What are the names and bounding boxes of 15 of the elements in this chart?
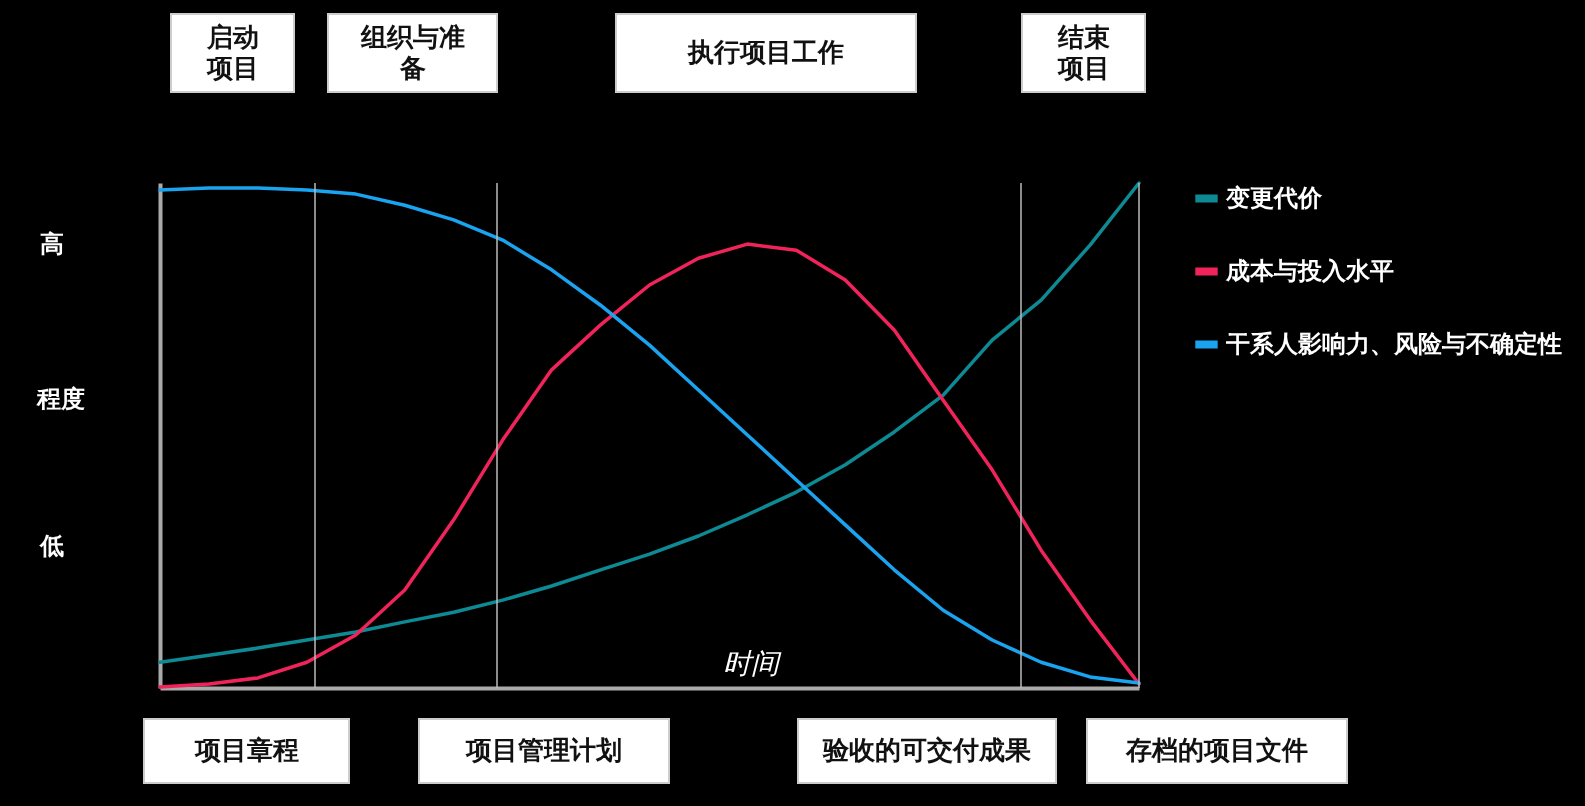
text: 存档的项目文件	[1086, 718, 1348, 784]
text: 项目管理计划	[418, 718, 670, 784]
text: 低	[40, 531, 64, 562]
y-axis-title: 程度	[35, 384, 85, 413]
legend-label: 干系人影响力、风险与不确定性	[1225, 329, 1562, 358]
text: 验收的可交付成果	[797, 718, 1057, 784]
legend-label: 变更代价	[1225, 183, 1323, 212]
text: 执行项目工作	[615, 13, 917, 93]
legend-label: 成本与投入水平	[1225, 256, 1394, 285]
x-axis-title: 时间	[722, 646, 782, 680]
text: 高	[40, 229, 64, 260]
text: 结束项目	[1021, 13, 1146, 93]
text: 启动项目	[170, 13, 295, 93]
text: 项目章程	[143, 718, 350, 784]
text: 组织与准备	[327, 13, 498, 93]
